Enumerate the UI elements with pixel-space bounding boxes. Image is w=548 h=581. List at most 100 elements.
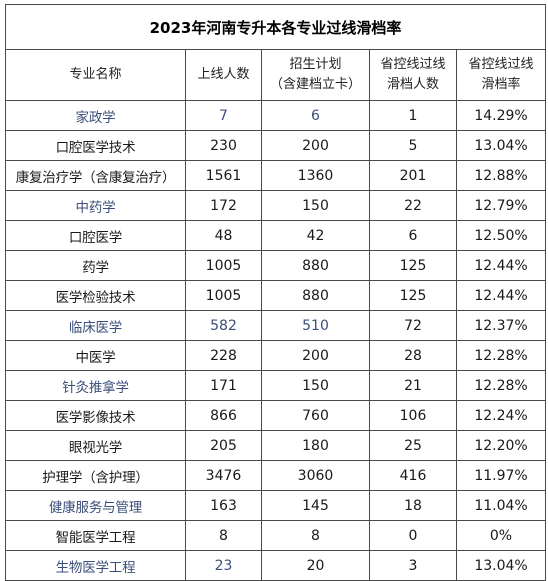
table-row: 临床医学 582 510 72 12.37% <box>5 310 547 341</box>
header-line: 滑档人数 <box>386 77 439 92</box>
table-title: 2023年河南专升本各专业过线滑档率 <box>4 4 547 50</box>
cell-major-name: 健康服务与管理 <box>5 490 186 521</box>
cell-slip-rate: 12.79% <box>455 190 547 221</box>
cell-slip-count: 28 <box>369 340 457 371</box>
cell-enrollment-plan: 42 <box>261 220 370 251</box>
cell-slip-rate: 12.50% <box>455 220 547 251</box>
cell-online-count: 7 <box>185 100 262 131</box>
header-slip-rate: 省控线过线 滑档率 <box>455 49 547 101</box>
header-line: 专业名称 <box>69 67 122 82</box>
header-row: 专业名称 上线人数 招生计划 （含建档立卡） 省控线过线滑档人数 省控线过线滑档率 <box>5 49 547 101</box>
cell-major-name: 医学影像技术 <box>5 400 186 431</box>
cell-online-count: 23 <box>185 550 262 581</box>
header-major-name: 专业名称 <box>5 49 186 101</box>
table-row: 药学 1005 880 125 12.44% <box>5 250 547 281</box>
header-line: 省控线过线 <box>380 57 446 72</box>
cell-slip-rate: 12.88% <box>455 160 547 191</box>
cell-enrollment-plan: 145 <box>261 490 370 521</box>
header-line: 省控线过线 <box>468 57 534 72</box>
cell-slip-rate: 12.24% <box>455 400 547 431</box>
cell-slip-count: 18 <box>369 490 457 521</box>
cell-slip-rate: 0% <box>455 520 547 551</box>
table-row: 中医学 228 200 28 12.28% <box>5 340 547 371</box>
cell-slip-rate: 12.28% <box>455 340 547 371</box>
cell-slip-rate: 11.04% <box>455 490 547 521</box>
cell-enrollment-plan: 880 <box>261 280 370 311</box>
cell-slip-count: 6 <box>369 220 457 251</box>
table-row: 医学影像技术 866 760 106 12.24% <box>5 400 547 431</box>
cell-major-name: 家政学 <box>5 100 186 131</box>
cell-slip-rate: 12.44% <box>455 280 547 311</box>
table-body: 家政学 7 6 1 14.29% 口腔医学技术 230 200 5 13.04% 康复治疗学（含康复… <box>5 100 547 581</box>
table-row: 口腔医学 48 42 6 12.50% <box>5 220 547 251</box>
header-line: 招生计划 <box>289 57 342 72</box>
cell-major-name: 智能医学工程 <box>5 520 186 551</box>
cell-slip-rate: 13.04% <box>455 130 547 161</box>
cell-online-count: 1005 <box>185 250 262 281</box>
cell-enrollment-plan: 8 <box>261 520 370 551</box>
cell-online-count: 582 <box>185 310 262 341</box>
data-table: 2023年河南专升本各专业过线滑档率 专业名称 上线人数 招生计划 （含建档立卡） 省控… <box>4 4 547 581</box>
cell-online-count: 8 <box>185 520 262 551</box>
cell-slip-count: 125 <box>369 280 457 311</box>
header-line: 上线人数 <box>197 67 250 82</box>
cell-online-count: 1561 <box>185 160 262 191</box>
cell-online-count: 205 <box>185 430 262 461</box>
cell-enrollment-plan: 510 <box>261 310 370 341</box>
header-enrollment-plan: 招生计划 （含建档立卡） <box>261 49 370 101</box>
cell-slip-count: 125 <box>369 250 457 281</box>
cell-major-name: 药学 <box>5 250 186 281</box>
header-online-count: 上线人数 <box>185 49 262 101</box>
table-row: 中药学 172 150 22 12.79% <box>5 190 547 221</box>
table-row: 家政学 7 6 1 14.29% <box>5 100 547 131</box>
cell-slip-count: 21 <box>369 370 457 401</box>
cell-slip-count: 416 <box>369 460 457 491</box>
cell-slip-count: 3 <box>369 550 457 581</box>
cell-major-name: 针灸推拿学 <box>5 370 186 401</box>
cell-slip-count: 5 <box>369 130 457 161</box>
cell-enrollment-plan: 150 <box>261 370 370 401</box>
table-row: 康复治疗学（含康复治疗） 1561 1360 201 12.88% <box>5 160 547 191</box>
cell-major-name: 护理学（含护理） <box>5 460 186 491</box>
cell-online-count: 172 <box>185 190 262 221</box>
cell-slip-rate: 14.29% <box>455 100 547 131</box>
cell-slip-count: 106 <box>369 400 457 431</box>
cell-major-name: 康复治疗学（含康复治疗） <box>5 160 186 191</box>
cell-online-count: 163 <box>185 490 262 521</box>
table-row: 医学检验技术 1005 880 125 12.44% <box>5 280 547 311</box>
cell-slip-count: 1 <box>369 100 457 131</box>
cell-enrollment-plan: 20 <box>261 550 370 581</box>
cell-enrollment-plan: 150 <box>261 190 370 221</box>
cell-major-name: 中药学 <box>5 190 186 221</box>
cell-slip-count: 72 <box>369 310 457 341</box>
table-row: 眼视光学 205 180 25 12.20% <box>5 430 547 461</box>
header-line: 滑档率 <box>481 77 521 92</box>
document: 2023年河南专升本各专业过线滑档率 专业名称 上线人数 招生计划 （含建档立卡） 省控… <box>4 4 547 581</box>
cell-major-name: 口腔医学 <box>5 220 186 251</box>
cell-major-name: 临床医学 <box>5 310 186 341</box>
table-row: 健康服务与管理 163 145 18 11.04% <box>5 490 547 521</box>
table-row: 口腔医学技术 230 200 5 13.04% <box>5 130 547 161</box>
cell-slip-count: 0 <box>369 520 457 551</box>
cell-enrollment-plan: 760 <box>261 400 370 431</box>
cell-slip-rate: 12.37% <box>455 310 547 341</box>
header-line: （含建档立卡） <box>269 77 361 92</box>
cell-major-name: 医学检验技术 <box>5 280 186 311</box>
table-row: 护理学（含护理） 3476 3060 416 11.97% <box>5 460 547 491</box>
table-row: 针灸推拿学 171 150 21 12.28% <box>5 370 547 401</box>
cell-major-name: 眼视光学 <box>5 430 186 461</box>
cell-slip-rate: 11.97% <box>455 460 547 491</box>
cell-slip-count: 201 <box>369 160 457 191</box>
cell-online-count: 230 <box>185 130 262 161</box>
cell-slip-rate: 12.44% <box>455 250 547 281</box>
cell-enrollment-plan: 200 <box>261 130 370 161</box>
cell-major-name: 口腔医学技术 <box>5 130 186 161</box>
cell-enrollment-plan: 1360 <box>261 160 370 191</box>
cell-slip-count: 25 <box>369 430 457 461</box>
cell-online-count: 48 <box>185 220 262 251</box>
cell-slip-rate: 12.20% <box>455 430 547 461</box>
cell-online-count: 228 <box>185 340 262 371</box>
cell-major-name: 中医学 <box>5 340 186 371</box>
table-row: 生物医学工程 23 20 3 13.04% <box>5 550 547 581</box>
cell-slip-count: 22 <box>369 190 457 221</box>
